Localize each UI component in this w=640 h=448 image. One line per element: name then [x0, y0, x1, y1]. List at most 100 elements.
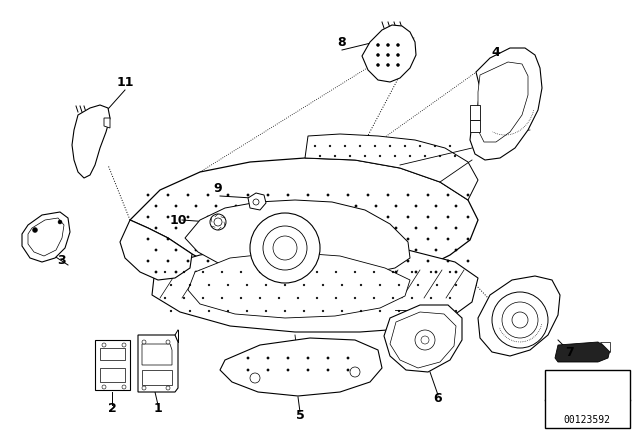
Polygon shape	[100, 368, 125, 382]
Polygon shape	[478, 62, 528, 142]
Circle shape	[335, 271, 337, 273]
Circle shape	[424, 155, 426, 157]
Circle shape	[315, 249, 317, 251]
Circle shape	[347, 216, 349, 218]
Circle shape	[147, 260, 149, 262]
Polygon shape	[390, 312, 456, 368]
Circle shape	[58, 220, 62, 224]
Circle shape	[253, 199, 259, 205]
Circle shape	[275, 205, 277, 207]
Circle shape	[207, 260, 209, 262]
Circle shape	[307, 194, 309, 196]
Circle shape	[427, 260, 429, 262]
Circle shape	[335, 249, 337, 251]
Polygon shape	[95, 340, 130, 390]
Circle shape	[398, 310, 400, 312]
Circle shape	[395, 271, 397, 273]
Circle shape	[492, 292, 548, 348]
Circle shape	[373, 297, 375, 299]
Circle shape	[367, 238, 369, 240]
Circle shape	[247, 260, 249, 262]
Polygon shape	[555, 342, 610, 362]
Circle shape	[170, 310, 172, 312]
Circle shape	[415, 330, 435, 350]
Polygon shape	[22, 212, 70, 262]
Circle shape	[142, 386, 146, 390]
Circle shape	[409, 155, 411, 157]
Circle shape	[287, 216, 289, 218]
Circle shape	[235, 227, 237, 229]
Circle shape	[202, 271, 204, 273]
Circle shape	[287, 260, 289, 262]
Circle shape	[250, 373, 260, 383]
Circle shape	[379, 310, 381, 312]
Circle shape	[344, 145, 346, 147]
Circle shape	[387, 260, 389, 262]
Circle shape	[397, 64, 399, 66]
Circle shape	[427, 216, 429, 218]
Circle shape	[267, 194, 269, 196]
Circle shape	[207, 238, 209, 240]
Circle shape	[247, 357, 249, 359]
Circle shape	[265, 284, 267, 286]
Polygon shape	[185, 200, 410, 278]
Polygon shape	[248, 193, 266, 210]
Polygon shape	[384, 305, 462, 372]
Circle shape	[375, 271, 377, 273]
Circle shape	[183, 271, 185, 273]
Circle shape	[455, 227, 457, 229]
Circle shape	[335, 227, 337, 229]
Circle shape	[322, 284, 324, 286]
Circle shape	[102, 385, 106, 389]
Circle shape	[367, 260, 369, 262]
Circle shape	[455, 284, 457, 286]
Text: 6: 6	[434, 392, 442, 405]
Circle shape	[147, 194, 149, 196]
Circle shape	[259, 271, 261, 273]
Polygon shape	[470, 105, 480, 120]
Circle shape	[215, 205, 217, 207]
Circle shape	[355, 249, 357, 251]
Circle shape	[215, 227, 217, 229]
Circle shape	[297, 297, 299, 299]
Circle shape	[255, 249, 257, 251]
Circle shape	[467, 194, 469, 196]
Circle shape	[334, 155, 336, 157]
Polygon shape	[152, 242, 478, 332]
Circle shape	[415, 205, 417, 207]
Circle shape	[436, 310, 438, 312]
Circle shape	[307, 260, 309, 262]
Circle shape	[221, 297, 223, 299]
Circle shape	[364, 155, 366, 157]
Circle shape	[360, 310, 362, 312]
Circle shape	[259, 297, 261, 299]
Circle shape	[267, 369, 269, 371]
Circle shape	[263, 226, 307, 270]
Circle shape	[102, 343, 106, 347]
Circle shape	[164, 271, 166, 273]
Circle shape	[207, 216, 209, 218]
Polygon shape	[362, 25, 416, 82]
Circle shape	[166, 386, 170, 390]
Circle shape	[354, 297, 356, 299]
Circle shape	[341, 284, 343, 286]
Circle shape	[314, 145, 316, 147]
Circle shape	[387, 64, 390, 66]
Circle shape	[407, 216, 409, 218]
Circle shape	[327, 357, 329, 359]
Circle shape	[417, 284, 419, 286]
Text: 3: 3	[58, 254, 67, 267]
Circle shape	[355, 227, 357, 229]
Circle shape	[175, 205, 177, 207]
Circle shape	[394, 155, 396, 157]
Circle shape	[122, 343, 126, 347]
Circle shape	[307, 357, 309, 359]
Circle shape	[147, 216, 149, 218]
Polygon shape	[600, 342, 610, 352]
Circle shape	[454, 155, 456, 157]
Circle shape	[227, 310, 229, 312]
Circle shape	[155, 271, 157, 273]
Circle shape	[315, 205, 317, 207]
Circle shape	[275, 227, 277, 229]
Circle shape	[315, 227, 317, 229]
